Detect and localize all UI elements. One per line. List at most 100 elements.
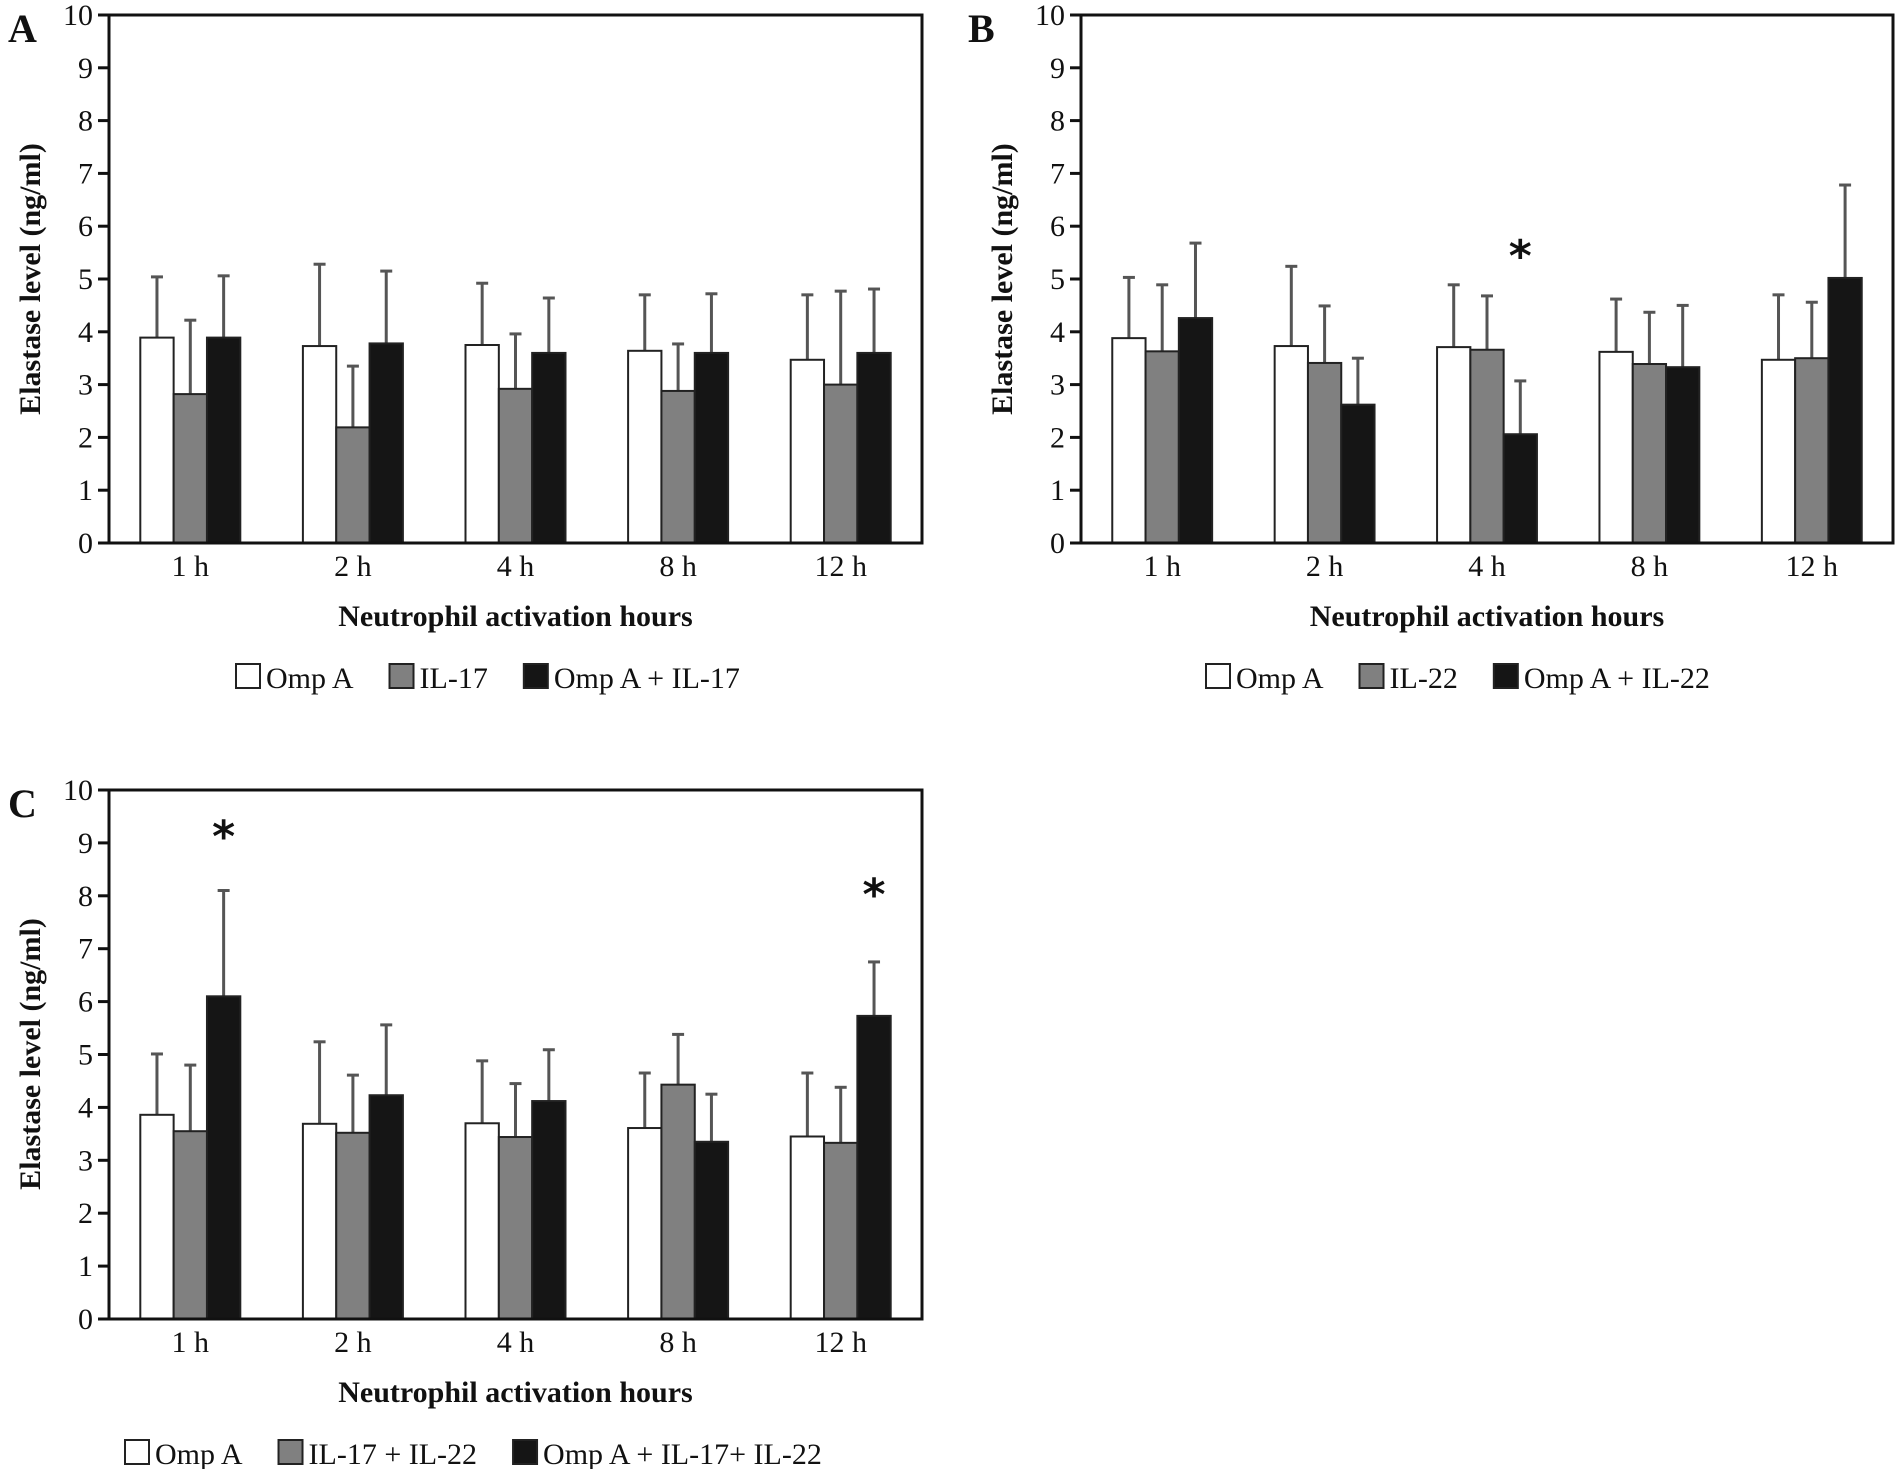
x-tick-label: 2 h xyxy=(334,550,372,583)
significance-star: * xyxy=(1509,231,1532,282)
x-tick-label: 4 h xyxy=(497,550,535,583)
y-tick-label: 2 xyxy=(78,1197,93,1230)
bar xyxy=(1111,337,1147,544)
x-tick-label: 4 h xyxy=(1468,550,1506,583)
bar xyxy=(1598,350,1634,545)
panel-a: A 0 1 2 3 4 5 6 7 8 9 10 1 h 2 h 4 h 8 h 12 h Neutrophil … xyxy=(8,0,924,695)
y-axis-title: Elastase level (ng/ml) xyxy=(986,143,1019,415)
significance-star: * xyxy=(863,870,886,921)
bar xyxy=(1631,363,1668,544)
significance-star: * xyxy=(212,811,235,862)
y-tick-label: 6 xyxy=(1050,210,1065,243)
x-tick-label: 12 h xyxy=(1786,550,1839,583)
legend-swatch xyxy=(512,1439,539,1465)
x-tick-label: 8 h xyxy=(659,550,697,583)
bar xyxy=(1794,357,1830,545)
legend-label: Omp A xyxy=(155,1438,243,1469)
bar xyxy=(1760,358,1797,544)
bar xyxy=(335,1131,371,1320)
x-tick-label: 8 h xyxy=(1631,550,1669,583)
bar xyxy=(368,1094,404,1321)
bar xyxy=(856,351,892,545)
bar xyxy=(693,351,730,545)
x-tick-label: 2 h xyxy=(1306,550,1344,583)
bar xyxy=(464,1122,500,1321)
y-tick-label: 5 xyxy=(78,1039,93,1072)
y-tick-label: 8 xyxy=(1050,105,1065,138)
y-tick-label: 3 xyxy=(1050,369,1065,402)
bar xyxy=(301,345,338,544)
bar xyxy=(1827,276,1863,544)
legend-swatch xyxy=(1205,663,1231,689)
legend-label: Omp A + IL-17+ IL-22 xyxy=(543,1438,822,1469)
legend-label: Omp A xyxy=(266,662,354,695)
bar xyxy=(172,1130,208,1320)
legend-swatch xyxy=(124,1439,150,1465)
panel-b: B 0 1 2 3 4 5 6 7 8 9 10 1 h 2 h 4 h 8 h 12 h Neutrophil … xyxy=(968,0,1895,695)
legend: Omp A IL-17 + IL-22 Omp A + IL-17+ IL-22 xyxy=(124,1438,822,1469)
legend-swatch xyxy=(388,663,415,689)
bar xyxy=(1340,403,1376,544)
legend-swatch xyxy=(1358,663,1385,689)
y-tick-label: 5 xyxy=(78,263,93,296)
legend-swatch xyxy=(235,663,261,689)
y-tick-label: 5 xyxy=(1050,263,1065,296)
bar xyxy=(497,1136,534,1321)
y-tick-label: 0 xyxy=(78,527,93,560)
y-tick-label: 1 xyxy=(78,474,93,507)
bar xyxy=(497,387,534,544)
bar xyxy=(205,336,242,544)
x-tick-label: 1 h xyxy=(172,550,210,583)
y-tick-label: 3 xyxy=(78,1144,93,1177)
bar xyxy=(856,1014,892,1320)
panel-letter: C xyxy=(8,781,37,826)
bar xyxy=(1502,433,1538,544)
bar xyxy=(823,1141,859,1321)
bar xyxy=(301,1122,338,1320)
y-tick-label: 0 xyxy=(1050,527,1065,560)
bar xyxy=(1469,348,1505,545)
bar xyxy=(531,351,567,545)
bar xyxy=(789,358,826,544)
bar xyxy=(1273,345,1309,544)
y-tick-label: 6 xyxy=(78,986,93,1019)
x-tick-label: 8 h xyxy=(659,1326,697,1359)
legend-label: IL-17 xyxy=(420,662,488,695)
bar xyxy=(139,1113,175,1321)
x-tick-label: 1 h xyxy=(172,1326,210,1359)
bar xyxy=(660,1083,696,1320)
bar xyxy=(368,342,404,544)
bar xyxy=(1144,350,1180,544)
x-axis-title: Neutrophil activation hours xyxy=(338,600,692,633)
bar xyxy=(1436,346,1472,544)
x-tick-label: 12 h xyxy=(814,550,867,583)
y-tick-label: 7 xyxy=(1050,157,1065,190)
y-tick-label: 10 xyxy=(63,774,93,807)
x-tick-label: 4 h xyxy=(497,1326,535,1359)
y-tick-label: 10 xyxy=(63,0,93,32)
bar xyxy=(205,995,242,1320)
legend-swatch xyxy=(522,663,549,689)
y-tick-label: 4 xyxy=(78,1091,93,1124)
x-tick-label: 1 h xyxy=(1143,550,1181,583)
y-tick-label: 4 xyxy=(1050,316,1065,349)
legend-swatch xyxy=(277,1439,304,1465)
x-tick-label: 12 h xyxy=(814,1326,867,1359)
panel-c: C 0 1 2 3 4 5 6 7 8 9 10 1 h 2 h 4 h 8 h 12 h Neutrophil … xyxy=(8,774,924,1469)
y-tick-label: 3 xyxy=(78,369,93,402)
panel-letter: A xyxy=(8,6,37,51)
y-axis-title: Elastase level (ng/ml) xyxy=(14,143,47,415)
x-tick-label: 2 h xyxy=(334,1326,372,1359)
bar xyxy=(172,393,208,544)
x-axis-title: Neutrophil activation hours xyxy=(1310,600,1664,633)
y-tick-label: 9 xyxy=(78,52,93,85)
bar xyxy=(335,426,371,545)
y-tick-label: 7 xyxy=(78,933,93,966)
y-tick-label: 8 xyxy=(78,880,93,913)
legend-label: IL-22 xyxy=(1390,662,1458,695)
y-tick-label: 1 xyxy=(1050,474,1065,507)
y-tick-label: 10 xyxy=(1035,0,1065,32)
bar xyxy=(693,1140,730,1321)
panel-letter: B xyxy=(968,6,995,51)
